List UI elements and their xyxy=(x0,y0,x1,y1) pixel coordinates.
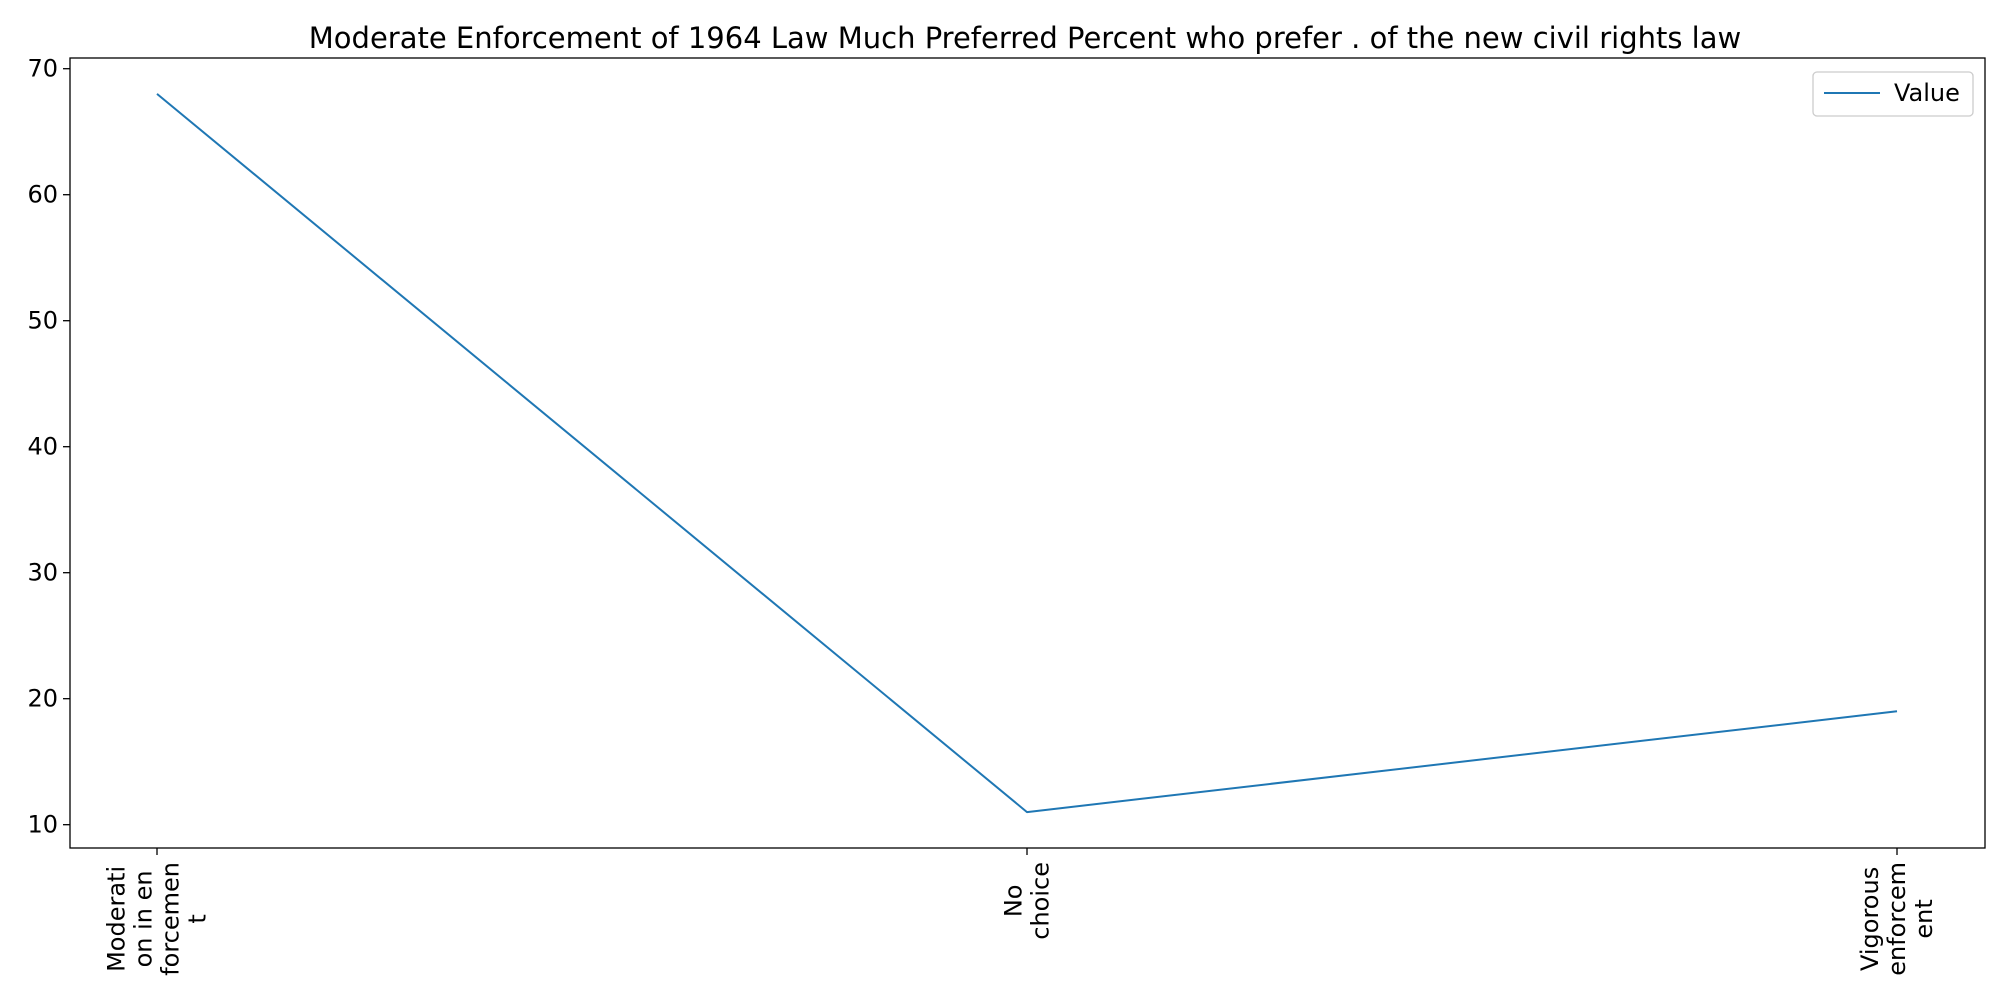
x-tick-label-line: forcemen xyxy=(157,862,185,976)
legend-label-value: Value xyxy=(1894,79,1960,107)
x-axis: Moderation in enforcement Nochoice Vigorou… xyxy=(103,848,1938,976)
x-tick-label-line: t xyxy=(184,914,212,923)
chart-title: Moderate Enforcement of 1964 Law Much Pr… xyxy=(309,21,1741,55)
y-axis: 10 20 30 40 50 60 70 xyxy=(27,55,70,839)
plot-frame xyxy=(69,57,1986,849)
x-tick-label-line: choice xyxy=(1027,862,1055,940)
series-layer xyxy=(156,93,1898,814)
x-tick-label-line: enforcem xyxy=(1883,862,1911,976)
y-tick-label-10: 10 xyxy=(27,811,58,839)
y-tick-label-40: 40 xyxy=(27,433,58,461)
y-tick-label-60: 60 xyxy=(27,181,58,209)
legend-box xyxy=(1812,71,1974,117)
y-tick-label-70: 70 xyxy=(27,55,58,83)
x-tick-label-line: ent xyxy=(1910,899,1938,938)
x-tick-label-0: Moderation in enforcement xyxy=(103,862,212,976)
x-tick-label-1: Nochoice xyxy=(1000,862,1055,940)
x-tick-label-2: Vigorousenforcement xyxy=(1856,862,1938,976)
x-tick-label-line: Vigorous xyxy=(1856,867,1884,971)
y-tick-label-20: 20 xyxy=(27,685,58,713)
x-tick-label-line: No xyxy=(1000,885,1028,918)
x-tick-label-line: on in en xyxy=(130,870,158,967)
x-tick-label-line: Moderati xyxy=(103,866,131,972)
y-tick-label-30: 30 xyxy=(27,559,58,587)
y-tick-label-50: 50 xyxy=(27,307,58,335)
legend: Value xyxy=(1812,71,1974,117)
